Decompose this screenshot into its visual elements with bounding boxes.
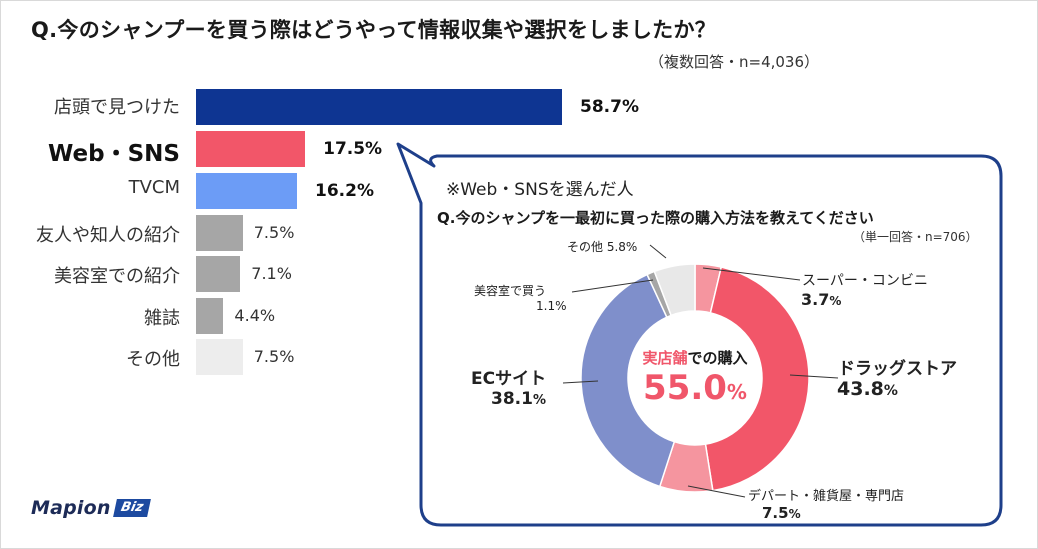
donut-slice xyxy=(704,266,810,492)
bar xyxy=(196,298,224,334)
bar-value-label: 7.5% xyxy=(253,347,295,366)
slice-label-value: 7.5% xyxy=(762,504,801,522)
slice-label-value: 1.1% xyxy=(536,299,567,313)
slice-label-value: 38.1% xyxy=(491,389,546,409)
brand-name: Mapion xyxy=(31,497,111,519)
bar-value-label: 7.5% xyxy=(253,223,295,242)
donut-center-number: 55.0 xyxy=(643,368,727,408)
bar xyxy=(196,173,297,209)
bar-value-label: 7.1% xyxy=(251,264,292,283)
slice-label-value: 3.7% xyxy=(801,290,842,309)
bar-value-label: 58.7% xyxy=(580,97,639,117)
bar xyxy=(196,131,306,167)
bar-label-highlighted: Web・SNS xyxy=(48,141,180,167)
bar-label: 店頭で見つけた xyxy=(54,97,180,118)
bar-value-label: 17.5% xyxy=(323,139,383,159)
bar-label: 友人や知人の紹介 xyxy=(36,225,180,246)
donut-center-value: 55.0% xyxy=(620,368,770,408)
bar xyxy=(196,339,243,375)
slice-label-name: その他 5.8% xyxy=(567,240,638,254)
leader-line xyxy=(562,380,599,384)
donut-center-rest: での購入 xyxy=(687,349,748,367)
inset-header: ※Web・SNSを選んだ人 xyxy=(446,180,634,200)
slice-label-name: 美容室で買う xyxy=(474,284,547,298)
leader-line xyxy=(649,244,667,259)
chart-subtitle: （複数回答・n=4,036） xyxy=(649,53,820,71)
bar-label: 雑誌 xyxy=(144,308,180,329)
inset-note: （単一回答・n=706） xyxy=(853,230,978,244)
callout-border xyxy=(396,142,1003,527)
bar-label: TVCM xyxy=(128,177,180,198)
brand-logo: Mapion Biz xyxy=(31,497,151,519)
slice-label-value: 43.8% xyxy=(837,378,898,400)
bar xyxy=(196,215,243,251)
slice-label-name: ECサイト xyxy=(471,369,547,389)
leader-line xyxy=(571,279,654,293)
slice-label-name: スーパー・コンビニ xyxy=(802,273,928,289)
brand-badge: Biz xyxy=(112,499,151,517)
leader-line xyxy=(687,485,746,498)
bar-label: 美容室での紹介 xyxy=(54,266,180,287)
bar-value-label: 16.2% xyxy=(315,181,374,201)
bar-value-label: 4.4% xyxy=(234,306,276,325)
leader-line xyxy=(789,374,839,379)
slice-label-name: デパート・雑貨屋・専門店 xyxy=(748,489,905,504)
donut-center-caption: 実店舗での購入 xyxy=(620,347,770,368)
bar xyxy=(196,89,562,125)
donut-slice xyxy=(653,263,696,317)
bar xyxy=(196,256,241,292)
bar-label: その他 xyxy=(126,349,180,370)
donut-center-unit: % xyxy=(726,380,747,404)
donut-center-accent: 実店舗 xyxy=(642,349,688,367)
slice-label-name: ドラッグストア xyxy=(838,359,957,379)
leader-line xyxy=(702,267,801,281)
inset-question: Q.今のシャンプを一最初に買った際の購入方法を教えてください xyxy=(437,209,874,227)
chart-title: Q.今のシャンプーを買う際はどうやって情報収集や選択をしましたか？ xyxy=(31,18,717,42)
donut-slice xyxy=(580,273,676,488)
